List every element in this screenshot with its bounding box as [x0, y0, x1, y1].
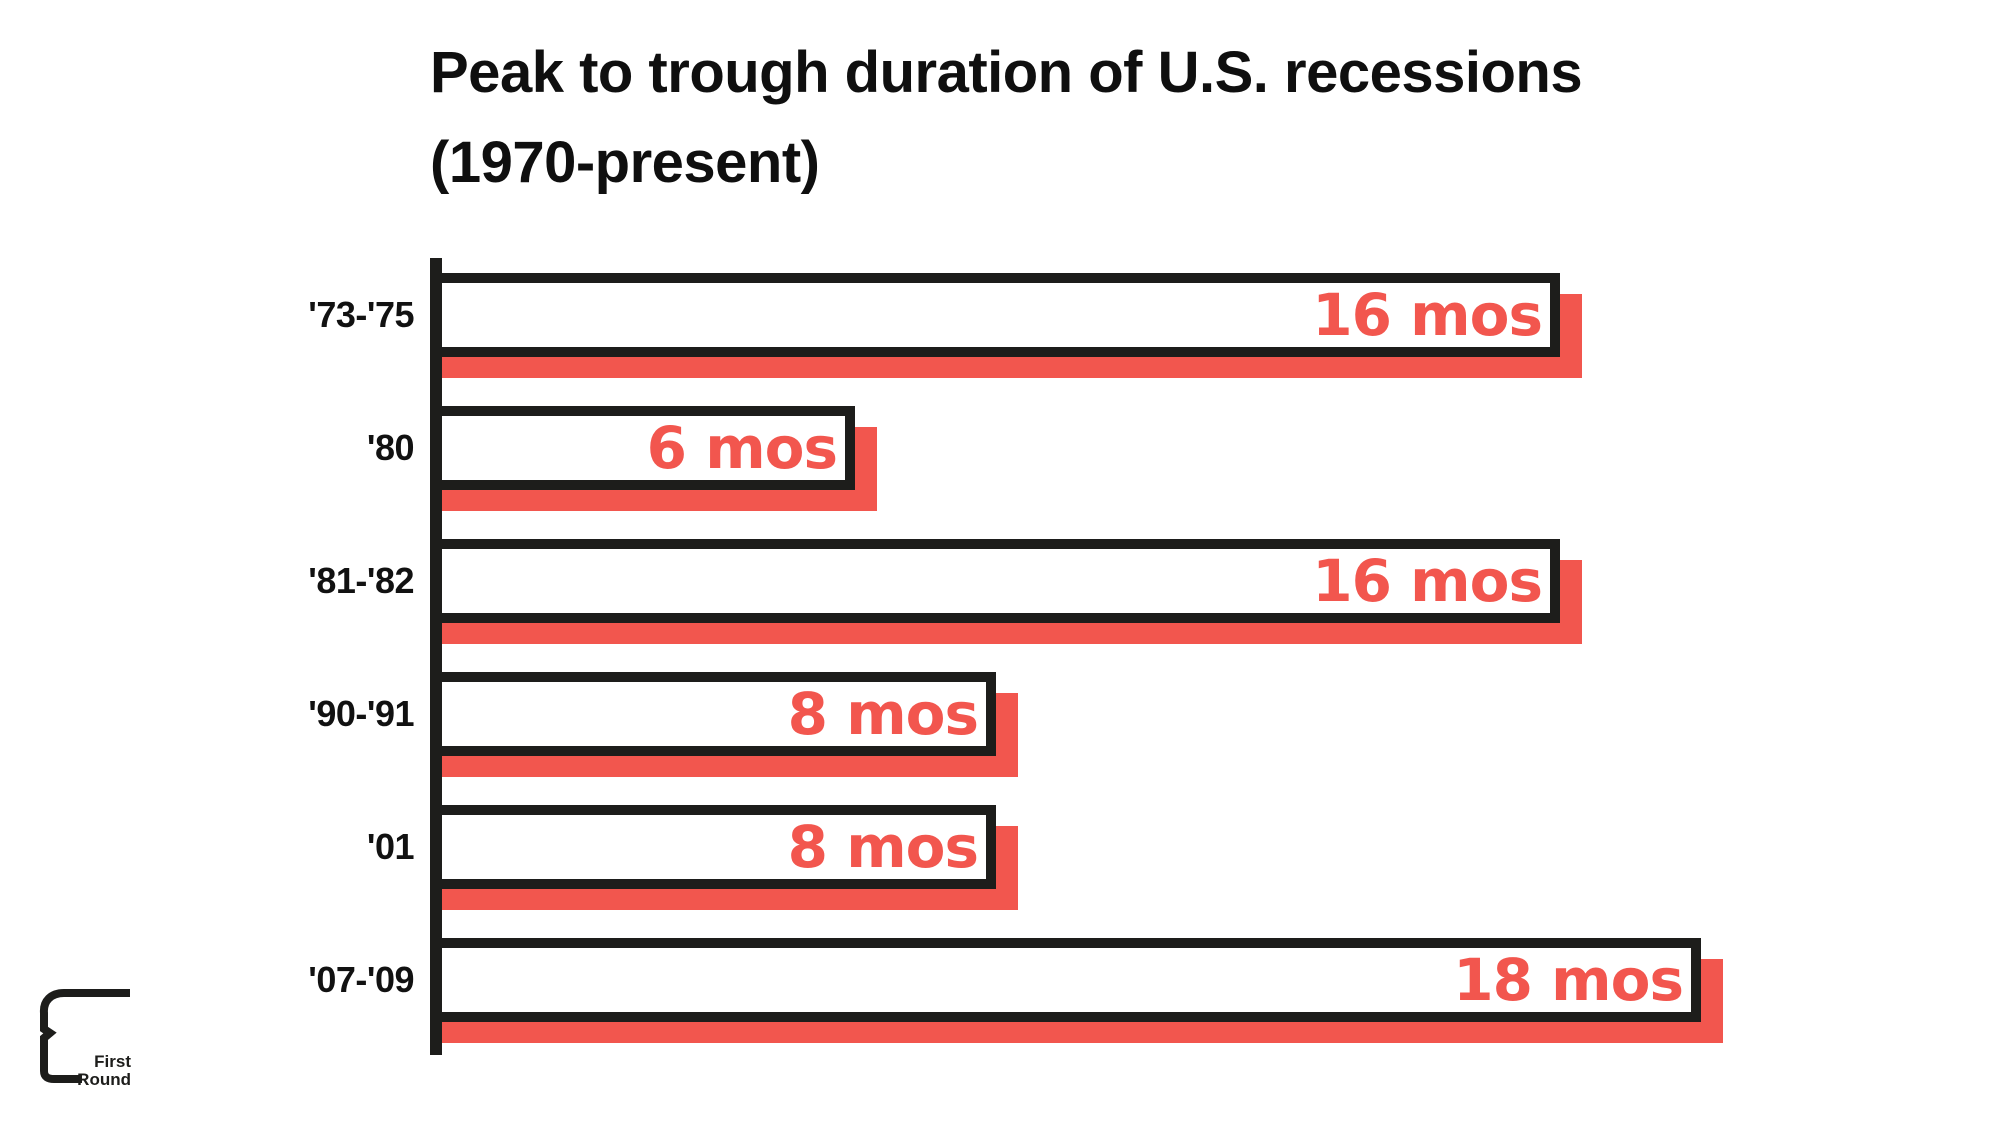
bar-group: 18 mos: [432, 938, 1723, 1043]
logo-text-round: Round: [77, 1070, 131, 1089]
chart-row: '81-'82 16 mos: [0, 539, 2000, 644]
bar-group: 16 mos: [432, 539, 1582, 644]
first-round-bracket-icon: [39, 989, 130, 1083]
bar-value-label: 16 mos: [1312, 547, 1543, 615]
chart-title-line2: (1970-present): [430, 130, 820, 195]
bar-group: 6 mos: [432, 406, 877, 511]
first-round-logo: First Round: [39, 989, 131, 1089]
bar-value-label: 6 mos: [646, 414, 838, 482]
bar-group: 8 mos: [432, 672, 1018, 777]
category-label: '80: [366, 427, 415, 468]
category-label: '07-'09: [308, 959, 414, 1000]
bar-value-label: 16 mos: [1312, 281, 1543, 349]
category-label: '73-'75: [308, 294, 414, 335]
chart-row: '90-'91 8 mos: [0, 672, 2000, 777]
chart-title: Peak to trough duration of U.S. recessio…: [430, 28, 1583, 208]
chart-row: '07-'09 18 mos: [0, 938, 2000, 1043]
bar-group: 16 mos: [432, 273, 1582, 378]
logo-text-first: First: [94, 1052, 131, 1071]
bar-value-label: 8 mos: [787, 813, 979, 881]
bar: 16 mos: [432, 539, 1560, 623]
bar-group: 8 mos: [432, 805, 1018, 910]
category-label: '90-'91: [308, 693, 414, 734]
y-axis-line: [430, 258, 442, 1055]
bar: 8 mos: [432, 672, 996, 756]
bar-value-label: 8 mos: [787, 680, 979, 748]
chart-row: '73-'75 16 mos: [0, 273, 2000, 378]
chart-title-line1: Peak to trough duration of U.S. recessio…: [430, 40, 1583, 105]
category-label: '81-'82: [308, 560, 414, 601]
chart-row: '01 8 mos: [0, 805, 2000, 910]
category-label: '01: [366, 826, 415, 867]
chart-row: '80 6 mos: [0, 406, 2000, 511]
bar: 18 mos: [432, 938, 1701, 1022]
bar: 6 mos: [432, 406, 855, 490]
bar-value-label: 18 mos: [1453, 946, 1684, 1014]
bar: 16 mos: [432, 273, 1560, 357]
bar: 8 mos: [432, 805, 996, 889]
